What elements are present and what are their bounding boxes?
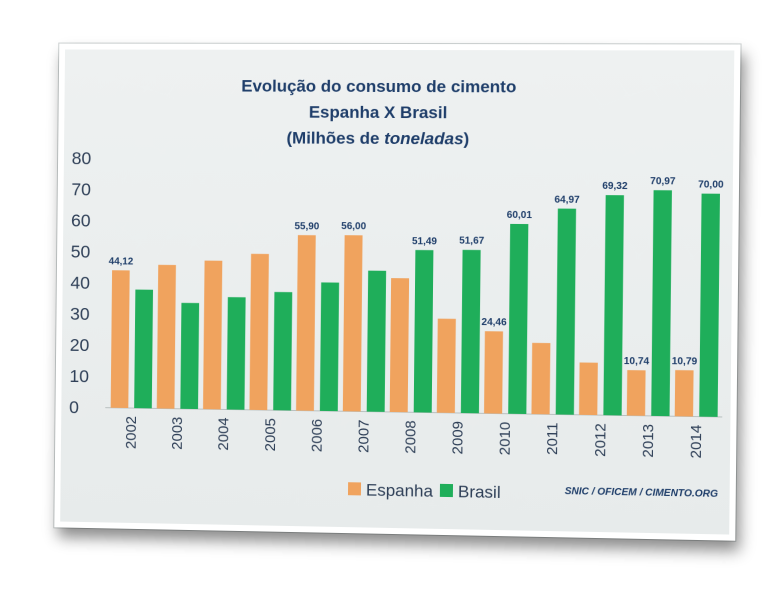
bar-espanha-2012 — [579, 362, 598, 415]
bar-brasil-2002 — [134, 290, 153, 409]
legend: Espanha Brasil — [348, 480, 501, 502]
data-label: 55,90 — [294, 221, 319, 232]
data-label: 69,32 — [602, 181, 628, 192]
x-tick-label: 2012 — [593, 423, 610, 457]
source-note: SNIC / OFICEM / CIMENTO.ORG — [565, 486, 719, 500]
data-label: 24,46 — [481, 317, 507, 328]
bar-espanha-2014 — [675, 370, 694, 416]
bar-brasil-2010 — [508, 224, 528, 414]
bar-brasil-2011 — [556, 209, 576, 415]
chart-title-line-1: Evolução do consumo de cimento — [241, 76, 516, 96]
bar-espanha-2006 — [296, 235, 316, 411]
bar-espanha-2007 — [343, 235, 363, 411]
bar-espanha-2013 — [627, 370, 646, 416]
data-label: 70,00 — [698, 179, 724, 190]
chart-title-line-3: (Milhões de toneladas) — [286, 128, 469, 148]
bar-brasil-2009 — [461, 250, 481, 413]
x-tick-label: 2014 — [688, 425, 705, 459]
bar-brasil-2006 — [320, 282, 339, 411]
data-label: 44,12 — [109, 256, 134, 267]
x-tick-label: 2007 — [356, 419, 372, 453]
y-tick-label: 50 — [71, 242, 91, 262]
y-tick-label: 10 — [69, 366, 89, 386]
y-tick-label: 40 — [70, 273, 90, 293]
bar-brasil-2007 — [367, 271, 386, 412]
bar-brasil-2013 — [651, 190, 672, 416]
y-axis: 0 10 20 30 40 50 60 70 80 — [69, 148, 91, 417]
x-axis: 2002 2003 2004 2005 2006 2007 2008 2009 2010 2011… — [124, 416, 705, 459]
chart-title: Evolução do consumo de cimento Espanha X… — [241, 76, 517, 148]
y-tick-label: 60 — [71, 210, 91, 230]
data-label: 51,49 — [412, 236, 438, 247]
x-tick-label: 2013 — [641, 424, 658, 458]
bar-brasil-2003 — [180, 303, 199, 409]
data-label: 64,97 — [554, 194, 580, 205]
bar-espanha-2002 — [111, 270, 130, 408]
x-tick-label: 2008 — [403, 420, 419, 454]
data-label: 51,67 — [459, 236, 485, 247]
x-tick-label: 2003 — [170, 417, 186, 450]
x-tick-label: 2002 — [124, 416, 140, 449]
y-tick-label: 70 — [71, 179, 91, 199]
bar-brasil-2014 — [699, 194, 720, 417]
y-tick-label: 20 — [70, 335, 90, 355]
x-tick-label: 2004 — [216, 417, 232, 450]
data-label: 10,74 — [624, 356, 650, 368]
bar-espanha-2008 — [390, 278, 409, 412]
y-tick-label: 0 — [69, 397, 79, 417]
bar-espanha-2011 — [531, 343, 550, 415]
x-tick-label: 2009 — [450, 421, 467, 455]
bar-espanha-2003 — [157, 265, 176, 409]
data-label: 70,97 — [650, 176, 676, 187]
x-tick-label: 2006 — [309, 419, 325, 452]
legend-label-brasil: Brasil — [458, 482, 501, 502]
bar-brasil-2008 — [414, 250, 434, 413]
chart-title-line-2: Espanha X Brasil — [309, 103, 448, 123]
y-tick-label: 80 — [72, 148, 92, 168]
bar-espanha-2004 — [203, 261, 222, 410]
chart-card: Evolução do consumo de cimento Espanha X… — [54, 44, 740, 541]
bar-espanha-2009 — [437, 319, 456, 413]
bar-brasil-2005 — [273, 292, 292, 410]
bar-brasil-2004 — [227, 297, 246, 410]
x-tick-label: 2005 — [263, 418, 279, 451]
data-label: 10,79 — [672, 356, 698, 368]
data-label: 60,01 — [507, 210, 533, 221]
bar-chart: Evolução do consumo de cimento Espanha X… — [60, 49, 734, 534]
legend-swatch-brasil — [440, 484, 453, 497]
bars-group — [111, 187, 720, 417]
y-tick-label: 30 — [70, 304, 90, 324]
legend-swatch-espanha — [348, 482, 361, 495]
bar-espanha-2010 — [484, 331, 503, 413]
data-label: 56,00 — [341, 221, 366, 232]
legend-label-espanha: Espanha — [366, 480, 434, 500]
x-tick-label: 2011 — [545, 422, 562, 455]
x-tick-label: 2010 — [498, 422, 515, 456]
bar-espanha-2005 — [249, 254, 268, 410]
bar-brasil-2012 — [603, 195, 624, 415]
